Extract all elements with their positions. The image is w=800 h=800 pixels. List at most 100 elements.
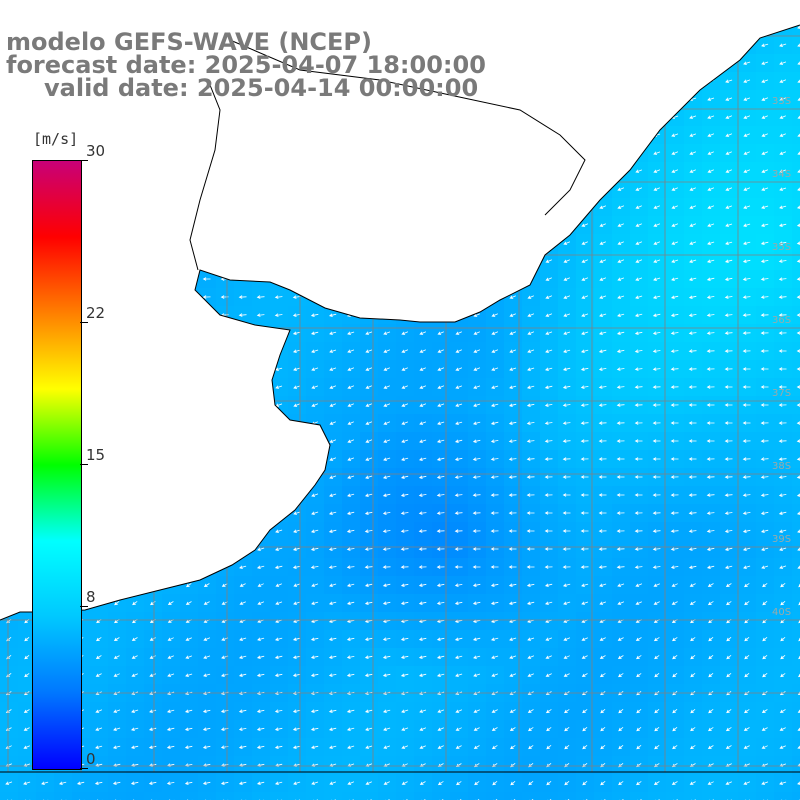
wind-arrow <box>599 259 607 263</box>
wind-cell <box>684 792 702 800</box>
wind-arrow <box>636 744 642 750</box>
wind-arrow <box>688 511 697 515</box>
wind-arrow <box>274 709 283 713</box>
wind-arrow <box>293 403 301 407</box>
wind-arrow <box>455 673 463 677</box>
latitude-label: 39S <box>772 534 791 545</box>
wind-arrow <box>761 727 768 731</box>
wind-arrow <box>617 313 625 317</box>
wind-arrow <box>796 331 800 335</box>
wind-cell <box>792 414 800 432</box>
wind-arrow <box>707 601 714 606</box>
wind-arrow <box>671 151 679 155</box>
wind-arrow <box>778 403 787 407</box>
wind-arrow <box>347 781 355 785</box>
wind-arrow <box>725 223 733 227</box>
wind-arrow <box>743 727 750 731</box>
wind-arrow <box>581 601 589 605</box>
wind-cell <box>18 792 36 800</box>
wind-arrow <box>744 601 750 606</box>
wind-arrow <box>131 709 139 713</box>
wind-arrow <box>346 709 355 713</box>
wind-arrow <box>527 313 535 317</box>
wind-arrow <box>743 79 751 83</box>
wind-arrow <box>528 745 534 750</box>
wind-arrow <box>706 367 715 371</box>
wind-arrow <box>797 709 800 713</box>
wind-arrow <box>545 637 553 641</box>
wind-arrow <box>760 403 769 407</box>
wind-arrow <box>760 385 769 389</box>
wind-arrow <box>617 187 625 191</box>
wind-arrow <box>454 511 463 515</box>
wind-arrow <box>24 654 30 660</box>
wind-arrow <box>383 439 391 443</box>
wind-arrow <box>473 385 481 389</box>
wind-arrow <box>726 654 732 660</box>
wind-arrow <box>634 475 643 479</box>
wind-arrow <box>544 475 553 479</box>
wind-arrow <box>275 529 283 533</box>
wind-arrow <box>598 403 607 407</box>
wind-arrow <box>510 780 516 786</box>
wind-arrow <box>311 367 319 371</box>
wind-arrow <box>707 169 714 173</box>
wind-arrow <box>706 403 715 407</box>
wind-arrow <box>491 385 499 389</box>
wind-arrow <box>418 673 427 677</box>
wind-arrow <box>347 385 355 389</box>
wind-arrow <box>724 385 733 389</box>
wind-arrow <box>167 637 174 641</box>
wind-arrow <box>743 133 750 137</box>
wind-arrow <box>526 547 535 551</box>
wind-arrow <box>292 565 301 569</box>
wind-arrow <box>725 187 733 191</box>
wind-arrow <box>706 547 715 551</box>
wind-arrow <box>455 349 462 353</box>
wind-arrow <box>401 331 409 335</box>
wind-arrow <box>5 727 12 731</box>
wind-cell <box>36 792 54 800</box>
wind-arrow <box>598 385 607 389</box>
wind-arrow <box>634 511 643 515</box>
wind-arrow <box>167 655 174 659</box>
wind-arrow <box>292 673 301 677</box>
wind-arrow <box>582 709 588 714</box>
wind-arrow <box>688 493 697 497</box>
wind-arrow <box>742 349 751 353</box>
wind-arrow <box>706 457 715 461</box>
wind-arrow <box>725 97 733 101</box>
wind-arrow <box>203 673 211 677</box>
land-mask <box>0 0 800 620</box>
wind-cell <box>792 738 800 756</box>
wind-arrow <box>598 475 607 479</box>
wind-arrow <box>780 654 786 660</box>
wind-arrow <box>742 367 751 371</box>
wind-arrow <box>671 205 678 209</box>
wind-arrow <box>580 421 589 425</box>
wind-arrow <box>618 781 624 786</box>
wind-arrow <box>761 61 769 65</box>
wind-arrow <box>310 547 319 551</box>
wind-arrow <box>418 565 427 569</box>
wind-arrow <box>472 529 481 533</box>
wind-arrow <box>797 565 800 569</box>
wind-arrow <box>346 673 355 677</box>
wind-arrow <box>653 241 661 245</box>
wind-arrow <box>544 565 553 569</box>
wind-arrow <box>472 421 481 425</box>
wind-arrow <box>473 349 481 353</box>
wind-arrow <box>581 673 588 677</box>
wind-arrow <box>274 637 283 641</box>
wind-arrow <box>653 169 661 173</box>
wind-arrow <box>149 637 156 641</box>
wind-arrow <box>760 529 769 533</box>
wind-arrow <box>688 457 697 461</box>
wind-arrow <box>653 223 661 227</box>
wind-arrow <box>546 780 552 786</box>
wind-arrow <box>725 151 732 155</box>
wind-arrow <box>508 619 517 623</box>
wind-arrow <box>672 708 678 714</box>
wind-arrow <box>635 241 643 245</box>
wind-arrow <box>293 781 301 785</box>
